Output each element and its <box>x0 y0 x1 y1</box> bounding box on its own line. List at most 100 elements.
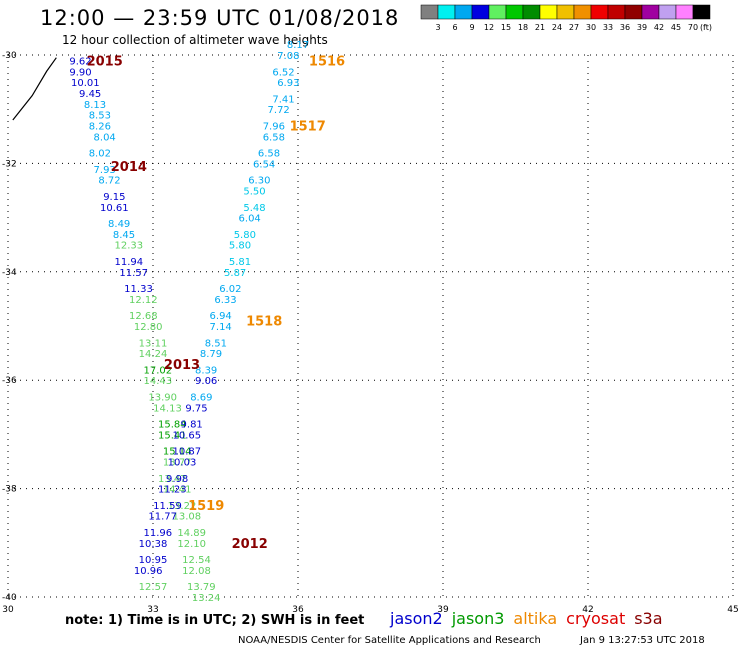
y-tick-label: -30 <box>2 51 17 61</box>
satellite-s3a: s3a <box>634 609 663 628</box>
color-scale-tick: 15 <box>501 23 511 32</box>
color-scale-bar: 3 6 9 12 15 18 21 24 27 30 33 36 39 42 45 70 (ft) <box>420 4 712 32</box>
swh-value-label: 12.08 <box>182 566 211 577</box>
color-swatch <box>488 4 507 20</box>
swh-value-label: 7.93 <box>94 165 116 176</box>
swh-value-label: 6.54 <box>253 159 275 170</box>
swh-value-label: 6.33 <box>214 295 236 306</box>
y-tick-label: -32 <box>2 159 17 169</box>
swh-value-label: 6.04 <box>239 214 261 225</box>
swh-value-label: 9.81 <box>181 420 203 431</box>
color-scale-tick: 18 <box>518 23 528 32</box>
color-swatch <box>573 4 592 20</box>
color-scale-tick: 30 <box>586 23 596 32</box>
swh-value-label: 15.84 <box>158 420 187 431</box>
swh-value-label: 5.48 <box>243 203 265 214</box>
pass-number-label: 2015 <box>87 54 123 69</box>
color-swatch <box>607 4 626 20</box>
pass-number-label: 1516 <box>309 54 345 69</box>
swh-value-label: 8.17 <box>287 40 309 51</box>
color-swatch <box>692 4 711 20</box>
pass-number-label: 2013 <box>164 358 200 373</box>
color-swatch <box>675 4 694 20</box>
color-scale-tick: 21 <box>535 23 545 32</box>
swh-value-label: 10.61 <box>100 203 129 214</box>
color-swatch <box>590 4 609 20</box>
swh-value-label: 8.04 <box>94 132 116 143</box>
swh-value-label: 14.43 <box>144 376 173 387</box>
swh-value-label: 12.33 <box>115 241 144 252</box>
color-scale-tick: 24 <box>552 23 562 32</box>
swh-value-label: 11.59 <box>153 501 182 512</box>
swh-value-label: 12.54 <box>182 555 211 566</box>
satellite-jason3: jason3 <box>451 609 505 628</box>
color-scale-tick: 42 <box>654 23 664 32</box>
pass-number-label: 1517 <box>290 119 326 134</box>
y-tick-label: -36 <box>2 376 17 386</box>
swh-value-label: 8.53 <box>89 111 111 122</box>
swh-value-label: 9.75 <box>185 403 207 414</box>
color-swatch <box>454 4 473 20</box>
pass-number-label: 2012 <box>232 537 268 552</box>
color-scale-tick: 9 <box>469 23 474 32</box>
swh-value-label: 7.72 <box>268 105 290 116</box>
color-swatch <box>641 4 660 20</box>
x-tick-label: 33 <box>147 605 158 615</box>
color-scale-tick: 12 <box>484 23 494 32</box>
pass-number-label: 1519 <box>188 499 224 514</box>
swh-value-label: 10.03 <box>168 458 197 469</box>
swh-value-label: 9.90 <box>69 67 91 78</box>
color-swatch <box>556 4 575 20</box>
swh-value-label: 6.93 <box>277 78 299 89</box>
swh-value-label: 8.26 <box>89 121 111 132</box>
swh-value-label: 10.01 <box>71 78 100 89</box>
swh-value-label: 6.58 <box>263 132 285 143</box>
swh-value-label: 6.30 <box>248 176 270 187</box>
swh-value-label: 11.96 <box>144 528 173 539</box>
swh-value-label: 9.62 <box>69 56 91 67</box>
swh-value-label: 10.87 <box>173 447 202 458</box>
y-tick-label: -40 <box>2 593 17 603</box>
swh-value-label: 13.08 <box>173 512 202 523</box>
swh-value-label: 10.95 <box>139 555 168 566</box>
swh-value-label: 14.13 <box>153 403 182 414</box>
swh-value-label: 13.24 <box>192 593 221 604</box>
color-swatch <box>658 4 677 20</box>
chart-subtitle: 12 hour collection of altimeter wave hei… <box>62 33 328 47</box>
swh-value-label: 6.94 <box>210 311 232 322</box>
swh-value-label: 15.41 <box>158 430 187 441</box>
swh-value-label: 11.33 <box>124 284 153 295</box>
swh-value-label: 5.87 <box>224 268 246 279</box>
swh-value-label: 12.80 <box>134 322 163 333</box>
swh-value-label: 9.45 <box>79 89 101 100</box>
color-scale-tick: 70 <box>688 23 698 32</box>
chart-title: 12:00 — 23:59 UTC 01/08/2018 <box>40 6 400 30</box>
x-tick-label: 42 <box>582 605 593 615</box>
color-scale-tick: 39 <box>637 23 647 32</box>
swh-value-label: 5.81 <box>229 257 251 268</box>
swh-value-label: 11.77 <box>148 512 177 523</box>
color-swatch <box>522 4 541 20</box>
swh-value-label: 12.10 <box>177 539 206 550</box>
swh-value-label: 11.23 <box>158 485 187 496</box>
swh-value-label: 13.77 <box>163 458 192 469</box>
swh-value-label: 5.80 <box>234 230 256 241</box>
swh-value-label: 8.13 <box>84 100 106 111</box>
color-scale-tick: 45 <box>671 23 681 32</box>
color-scale-tick: 6 <box>452 23 457 32</box>
swh-value-label: 8.51 <box>205 338 227 349</box>
y-tick-label: -34 <box>2 268 17 278</box>
satellite-cryosat: cryosat <box>566 609 626 628</box>
color-swatch <box>437 4 456 20</box>
swh-value-label: 14.89 <box>177 528 206 539</box>
x-tick-label: 36 <box>292 605 304 615</box>
y-tick-label: -38 <box>2 485 17 495</box>
satellite-altika: altika <box>513 609 558 628</box>
swh-value-label: 13.22 <box>168 501 197 512</box>
color-swatch <box>471 4 490 20</box>
swh-value-label: 14.41 <box>163 485 192 496</box>
footer-note: note: 1) Time is in UTC; 2) SWH is in fe… <box>65 613 365 628</box>
satellite-legend: jason2 jason3 altika cryosat s3a <box>390 609 672 628</box>
swh-value-label: 17.02 <box>144 365 173 376</box>
